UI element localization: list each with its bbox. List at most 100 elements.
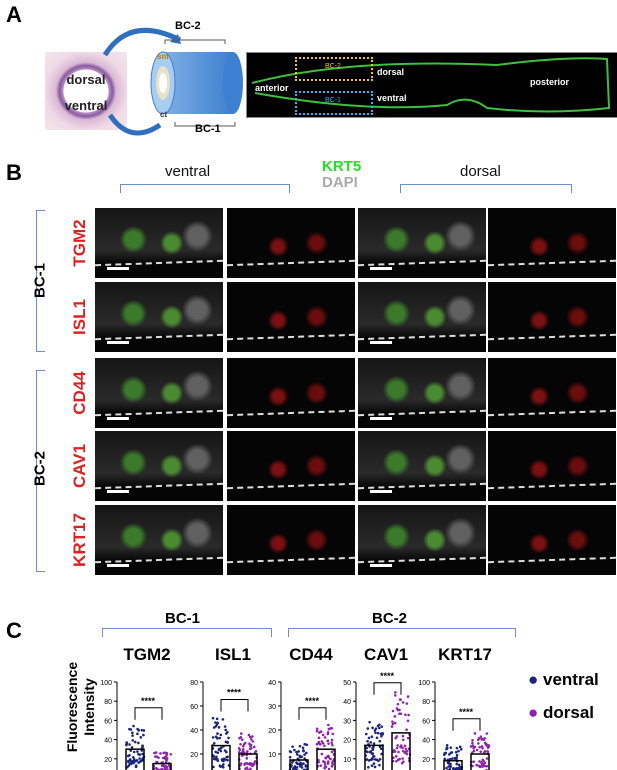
data-point — [217, 726, 221, 729]
c-bc1-bracket — [102, 628, 272, 637]
data-point — [401, 734, 405, 738]
data-point — [300, 766, 304, 769]
y-tick-label: 20 — [422, 757, 430, 764]
basement-membrane-line — [95, 482, 223, 490]
y-tick-label: 100 — [100, 680, 112, 687]
data-point — [405, 752, 409, 756]
data-point — [140, 728, 144, 732]
group-c-bc1: BC-1 — [165, 610, 201, 627]
data-point — [330, 765, 334, 768]
data-point — [480, 738, 483, 741]
basement-membrane-line — [358, 556, 486, 564]
data-point — [244, 767, 247, 770]
data-point — [128, 727, 131, 731]
scale-bar — [370, 267, 392, 270]
data-point — [163, 765, 167, 769]
data-point — [448, 753, 451, 756]
data-point — [225, 750, 228, 754]
data-point — [370, 735, 374, 739]
micrograph-tgm2-ventral-merge — [95, 208, 223, 278]
data-point — [378, 726, 381, 730]
bar-dorsal — [470, 753, 490, 770]
data-point — [305, 751, 308, 755]
data-point — [369, 741, 373, 744]
data-point — [131, 731, 134, 735]
data-point — [459, 747, 463, 751]
micrograph-krt17-ventral-marker — [227, 505, 355, 575]
data-point — [126, 754, 130, 758]
data-point — [374, 731, 377, 735]
significance-label: **** — [380, 671, 395, 681]
data-point — [483, 741, 487, 745]
data-point — [242, 743, 246, 746]
data-point — [222, 763, 225, 766]
data-point — [169, 752, 173, 756]
data-point — [224, 728, 227, 732]
data-point — [142, 733, 145, 737]
data-point — [133, 740, 137, 744]
data-point — [137, 729, 141, 732]
basement-membrane-line — [95, 556, 223, 564]
significance-label: **** — [227, 687, 242, 697]
basement-membrane-line — [358, 482, 486, 490]
data-point — [380, 734, 383, 738]
data-point — [226, 740, 229, 744]
micrograph-isl1-ventral-merge — [95, 282, 223, 352]
data-point — [320, 752, 324, 756]
data-point — [471, 739, 474, 742]
data-point — [455, 766, 459, 770]
bc1-region-box: BC-1 — [295, 91, 373, 115]
data-point — [407, 713, 410, 717]
data-point — [449, 764, 452, 768]
data-point — [131, 734, 134, 737]
y-tick-label: 80 — [104, 699, 112, 706]
scale-bar — [107, 564, 129, 567]
micrograph-cav1-dorsal-marker — [488, 431, 616, 501]
data-point — [445, 766, 448, 770]
data-point — [135, 759, 139, 762]
significance-bracket — [220, 698, 249, 712]
data-point — [481, 746, 484, 750]
data-point — [167, 764, 171, 767]
significance-bracket — [134, 707, 163, 720]
data-point — [370, 764, 374, 768]
arrow-bottom — [107, 113, 162, 136]
fluor-ventral-label: ventral — [377, 93, 407, 103]
bar-dorsal — [152, 762, 172, 770]
data-point — [393, 715, 397, 718]
data-point — [297, 762, 301, 766]
data-point — [457, 749, 460, 753]
y-tick-label: 50 — [343, 680, 351, 687]
data-point — [211, 716, 215, 720]
data-point — [327, 754, 330, 758]
data-point — [252, 745, 256, 749]
data-point — [369, 750, 373, 753]
cylinder-bc2-label: BC-2 — [175, 20, 201, 32]
data-point — [250, 762, 254, 766]
legend-label-dorsal: dorsal — [543, 703, 595, 722]
basement-membrane-line — [488, 333, 616, 341]
chart-cav1: CAV101020304050**** — [343, 645, 412, 770]
bar-dorsal — [238, 753, 258, 770]
data-point — [288, 755, 292, 759]
data-point — [290, 761, 294, 764]
data-point — [399, 698, 402, 701]
data-point — [125, 741, 128, 744]
data-point — [486, 750, 490, 753]
data-point — [249, 746, 253, 750]
y-tick-label: 60 — [104, 718, 112, 725]
data-point — [454, 750, 458, 754]
data-point — [400, 761, 404, 765]
header-krt5: KRT5 — [322, 158, 362, 175]
y-tick-label: 40 — [268, 680, 276, 687]
he-ventral-label: ventral — [64, 98, 108, 113]
data-point — [215, 755, 218, 759]
data-point — [295, 753, 299, 756]
data-point — [444, 751, 448, 755]
data-point — [293, 765, 297, 768]
data-point — [398, 712, 401, 716]
data-point — [212, 726, 216, 729]
data-point — [471, 751, 474, 754]
data-point — [291, 745, 294, 748]
micrograph-cd44-ventral-marker — [227, 358, 355, 428]
